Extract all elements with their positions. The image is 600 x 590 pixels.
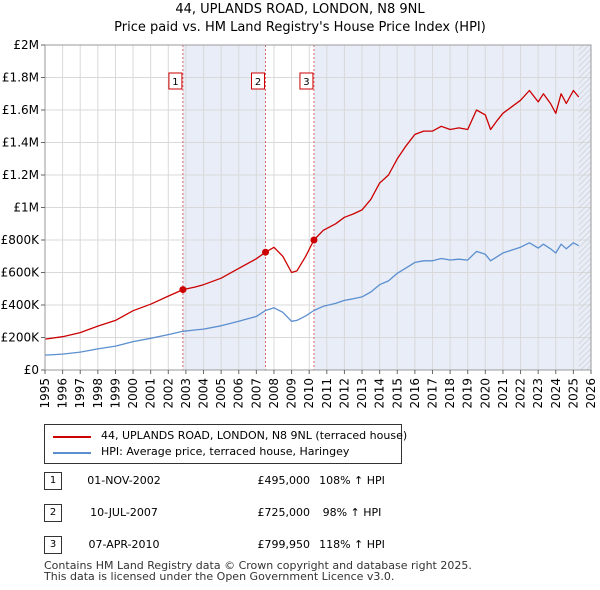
series-line-property bbox=[44, 89, 580, 340]
sale-price: £495,000 bbox=[257, 474, 311, 487]
x-tick-label: 2010 bbox=[302, 378, 316, 409]
annotation-label-group: 1 bbox=[168, 72, 183, 90]
series-line-hpi bbox=[44, 242, 580, 356]
legend-label-hpi: HPI: Average price, terraced house, Hari… bbox=[101, 445, 350, 458]
x-tick-label: 2011 bbox=[320, 378, 334, 409]
sale-date: 10-JUL-2007 bbox=[90, 506, 158, 519]
annotation-label: 2 bbox=[255, 77, 261, 88]
x-tick-label: 2024 bbox=[549, 378, 563, 409]
x-tick-label: 2003 bbox=[179, 378, 193, 409]
annotation-label-group: 3 bbox=[299, 72, 314, 90]
price-chart: 1 2 3 £0 £200K £400K £600K £800K £1M £1.2M £1.4M £1… bbox=[1, 38, 598, 409]
future-hatch bbox=[578, 45, 591, 370]
x-tick-label: 2013 bbox=[355, 378, 369, 409]
y-tick-label: £0 bbox=[24, 363, 39, 377]
sale-hpi-change: 118% ↑ HPI bbox=[319, 538, 385, 551]
x-tick-label: 2021 bbox=[496, 378, 510, 409]
y-tick-label: £1.2M bbox=[2, 168, 39, 182]
x-tick-label: 1996 bbox=[56, 378, 70, 409]
sale-date: 01-NOV-2002 bbox=[87, 474, 161, 487]
y-tick-label: £600K bbox=[1, 266, 41, 280]
x-tick-label: 2025 bbox=[566, 378, 580, 409]
y-tick-label: £2M bbox=[13, 38, 39, 52]
chart-title: 44, UPLANDS ROAD, LONDON, N8 9NL bbox=[175, 2, 425, 17]
sale-price: £799,950 bbox=[257, 538, 311, 551]
y-tick-label: £1M bbox=[13, 201, 39, 215]
x-tick-label: 2018 bbox=[443, 378, 457, 409]
legend-label-property: 44, UPLANDS ROAD, LONDON, N8 9NL (terrac… bbox=[101, 429, 408, 442]
sale-row: 3 07-APR-2010 £799,950 118% ↑ HPI bbox=[44, 536, 584, 556]
x-tick-label: 2000 bbox=[126, 378, 140, 409]
x-tick-label: 1998 bbox=[91, 378, 105, 409]
x-tick-label: 2001 bbox=[144, 378, 158, 409]
annotation-box bbox=[251, 72, 266, 90]
chart-subtitle: Price paid vs. HM Land Registry's House … bbox=[114, 20, 486, 35]
y-tick-label: £800K bbox=[1, 233, 41, 247]
x-tick-label: 2002 bbox=[161, 378, 175, 409]
chart-legend: 44, UPLANDS ROAD, LONDON, N8 9NL (terrac… bbox=[44, 424, 407, 464]
x-tick-label: 2020 bbox=[478, 378, 492, 409]
x-tick-label: 2009 bbox=[285, 378, 299, 409]
y-tick-label: £200K bbox=[1, 331, 41, 345]
x-tick-label: 2015 bbox=[390, 378, 404, 409]
x-tick-label: 1995 bbox=[38, 378, 52, 409]
annotation-label: 1 bbox=[172, 77, 178, 88]
x-tick-label: 2008 bbox=[267, 378, 281, 409]
x-tick-label: 2026 bbox=[584, 378, 598, 409]
legend-line-property bbox=[53, 436, 91, 438]
x-tick-label: 2005 bbox=[214, 378, 228, 409]
annotation-box bbox=[168, 72, 183, 90]
sale-badge: 2 bbox=[44, 504, 62, 522]
sale-row: 1 01-NOV-2002 £495,000 108% ↑ HPI bbox=[44, 472, 584, 492]
x-tick-label: 2022 bbox=[514, 378, 528, 409]
annotation-label-group: 2 bbox=[251, 72, 266, 90]
x-tick-label: 2004 bbox=[197, 378, 211, 409]
footer-copyright: Contains HM Land Registry data © Crown c… bbox=[44, 559, 472, 572]
annotation-box bbox=[299, 72, 314, 90]
x-tick-label: 2007 bbox=[249, 378, 263, 409]
sale-row: 2 10-JUL-2007 £725,000 98% ↑ HPI bbox=[44, 504, 584, 524]
footer: Contains HM Land Registry data © Crown c… bbox=[44, 560, 472, 582]
x-tick-label: 1999 bbox=[108, 378, 122, 409]
x-tick-label: 2006 bbox=[232, 378, 246, 409]
sale-point bbox=[310, 236, 318, 244]
y-tick-label: £1.4M bbox=[2, 136, 39, 150]
x-tick-label: 2016 bbox=[408, 378, 422, 409]
sale-hpi-change: 98% ↑ HPI bbox=[322, 506, 382, 519]
x-tick-label: 2019 bbox=[461, 378, 475, 409]
x-tick-label: 2023 bbox=[531, 378, 545, 409]
sale-point bbox=[262, 248, 270, 256]
y-tick-label: £400K bbox=[1, 298, 41, 312]
sale-date: 07-APR-2010 bbox=[88, 538, 160, 551]
x-tick-label: 2014 bbox=[373, 378, 387, 409]
footer-licence: This data is licensed under the Open Gov… bbox=[44, 570, 395, 583]
y-tick-label: £1.8M bbox=[2, 71, 39, 85]
sale-price: £725,000 bbox=[257, 506, 311, 519]
sale-point bbox=[179, 286, 187, 294]
x-tick-label: 1997 bbox=[73, 378, 87, 409]
annotation-label: 3 bbox=[303, 77, 309, 88]
x-tick-label: 2017 bbox=[425, 378, 439, 409]
sale-hpi-change: 108% ↑ HPI bbox=[319, 474, 385, 487]
y-tick-label: £1.6M bbox=[2, 103, 39, 117]
legend-line-hpi bbox=[53, 452, 91, 454]
x-tick-label: 2012 bbox=[337, 378, 351, 409]
sale-badge: 3 bbox=[44, 536, 62, 554]
sale-badge: 1 bbox=[44, 472, 62, 490]
